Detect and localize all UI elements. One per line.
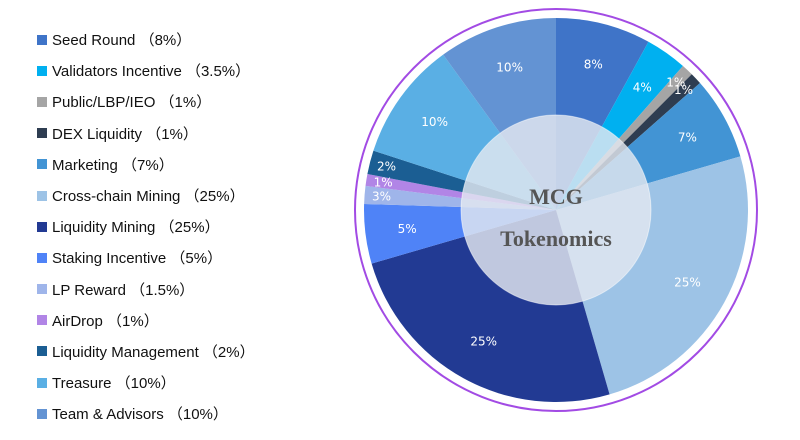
legend-item: Marketing （7%）	[37, 149, 255, 180]
legend-item: Team & Advisors （10%）	[37, 398, 255, 429]
chart-title-line: Tokenomics	[500, 226, 612, 251]
legend-swatch	[37, 315, 47, 326]
slice-label: 8%	[584, 58, 603, 72]
legend-swatch	[37, 252, 47, 263]
legend-label: DEX Liquidity （1%）	[52, 125, 198, 143]
legend-swatch	[37, 221, 47, 232]
legend-item: Validators Incentive （3.5%）	[37, 55, 255, 86]
legend-item: Cross-chain Mining （25%）	[37, 180, 255, 211]
legend-swatch	[37, 377, 47, 388]
legend-item: Seed Round （8%）	[37, 24, 255, 55]
slice-label: 3%	[372, 189, 391, 203]
slice-label: 1%	[374, 176, 393, 190]
slice-label: 5%	[398, 222, 417, 236]
legend-item: LP Reward （1.5%）	[37, 274, 255, 305]
legend-label: Validators Incentive （3.5%）	[52, 63, 251, 81]
legend-swatch	[37, 96, 47, 107]
legend-label: Cross-chain Mining （25%）	[52, 188, 245, 206]
slice-label: 10%	[421, 115, 448, 129]
legend-swatch	[37, 128, 47, 139]
legend-item: DEX Liquidity （1%）	[37, 118, 255, 149]
legend-label: LP Reward （1.5%）	[52, 281, 195, 299]
legend-label: Seed Round （8%）	[52, 32, 192, 50]
legend-label: Treasure （10%）	[52, 375, 176, 393]
legend-swatch	[37, 284, 47, 295]
slice-label: 1%	[674, 83, 693, 97]
legend-label: Liquidity Mining （25%）	[52, 219, 220, 237]
legend-label: Public/LBP/IEO （1%）	[52, 94, 212, 112]
legend-swatch	[37, 408, 47, 419]
legend-label: Liquidity Management （2%）	[52, 343, 255, 361]
legend-swatch	[37, 346, 47, 357]
legend-item: Liquidity Management （2%）	[37, 336, 255, 367]
chart-title-line: MCG	[529, 184, 583, 209]
outer-ring	[354, 8, 758, 412]
legend-item: AirDrop （1%）	[37, 305, 255, 336]
legend-label: Staking Incentive （5%）	[52, 250, 223, 268]
legend-swatch	[37, 190, 47, 201]
slice-label: 25%	[674, 275, 701, 289]
slice-label: 10%	[496, 60, 523, 74]
slice-label: 2%	[377, 159, 396, 173]
legend-swatch	[37, 159, 47, 170]
legend-label: Team & Advisors （10%）	[52, 406, 228, 424]
legend-item: Staking Incentive （5%）	[37, 242, 255, 273]
legend-label: AirDrop （1%）	[52, 312, 159, 330]
legend-label: Marketing （7%）	[52, 156, 174, 174]
chart-legend: Seed Round （8%） Validators Incentive （3.5…	[37, 24, 255, 429]
legend-item: Liquidity Mining （25%）	[37, 211, 255, 242]
legend-swatch	[37, 34, 47, 45]
center-overlay	[460, 114, 652, 306]
slice-label: 25%	[470, 334, 497, 348]
slice-label: 7%	[678, 131, 697, 145]
slice-label: 1%	[666, 75, 685, 89]
slice-label: 4%	[633, 80, 652, 94]
legend-item: Public/LBP/IEO （1%）	[37, 86, 255, 117]
legend-item: Treasure （10%）	[37, 367, 255, 398]
legend-swatch	[37, 65, 47, 76]
